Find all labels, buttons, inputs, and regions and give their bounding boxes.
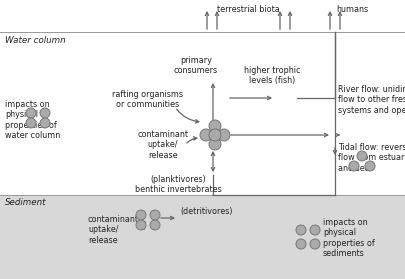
Text: River flow: unidirectional
flow to other freshwater
systems and open ocean: River flow: unidirectional flow to other… xyxy=(337,85,405,115)
Circle shape xyxy=(209,120,220,132)
Circle shape xyxy=(40,118,50,128)
Circle shape xyxy=(149,210,160,220)
Circle shape xyxy=(200,129,211,141)
Text: impacts on
physical
properties of
water column: impacts on physical properties of water … xyxy=(5,100,60,140)
Circle shape xyxy=(217,129,230,141)
Circle shape xyxy=(26,108,36,118)
Bar xyxy=(0,195,405,279)
Circle shape xyxy=(40,108,50,118)
Text: terrestrial biota: terrestrial biota xyxy=(216,5,279,14)
Text: Sediment: Sediment xyxy=(5,198,47,207)
Text: contaminant
uptake/
release: contaminant uptake/ release xyxy=(88,215,139,245)
Text: primary
consumers: primary consumers xyxy=(173,56,217,75)
Circle shape xyxy=(136,210,146,220)
Text: Tidal flow: reversible
flow from estuaries
and sea: Tidal flow: reversible flow from estuari… xyxy=(337,143,405,173)
Text: (detritivores): (detritivores) xyxy=(179,207,232,216)
Text: (planktivores)
benthic invertebrates: (planktivores) benthic invertebrates xyxy=(134,175,221,194)
Circle shape xyxy=(309,239,319,249)
Text: higher trophic
levels (fish): higher trophic levels (fish) xyxy=(243,66,300,85)
Circle shape xyxy=(209,138,220,150)
Text: rafting organisms
or communities: rafting organisms or communities xyxy=(112,90,183,109)
Text: contaminant
uptake/
release: contaminant uptake/ release xyxy=(137,130,188,160)
Text: Water column: Water column xyxy=(5,36,66,45)
Circle shape xyxy=(356,151,366,161)
Circle shape xyxy=(209,129,220,141)
Circle shape xyxy=(295,225,305,235)
Circle shape xyxy=(309,225,319,235)
Circle shape xyxy=(364,161,374,171)
Text: humans: humans xyxy=(335,5,367,14)
Circle shape xyxy=(348,161,358,171)
Circle shape xyxy=(295,239,305,249)
Circle shape xyxy=(136,220,146,230)
Text: impacts on
physical
properties of
sediments: impacts on physical properties of sedime… xyxy=(322,218,374,258)
Circle shape xyxy=(149,220,160,230)
Circle shape xyxy=(26,118,36,128)
